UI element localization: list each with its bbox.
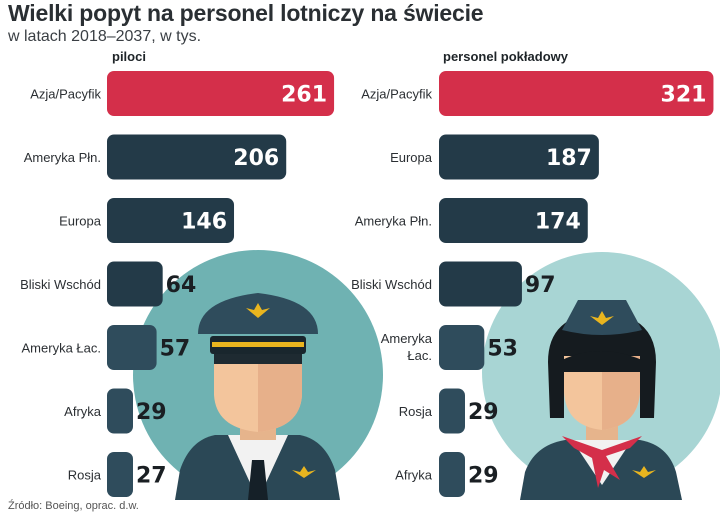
pilots-value-label-5: 29 [136, 400, 167, 425]
attendant-wing-badge-icon [632, 466, 656, 478]
cabin-crew-value-label-3: 97 [525, 273, 556, 298]
pilots-category-label-2: Europa [59, 214, 102, 229]
cabin-crew-value-label-0: 321 [661, 83, 707, 108]
pilots-value-label-6: 27 [136, 464, 167, 489]
attendant-scarf [562, 436, 642, 488]
pilots-category-label-6: Rosja [68, 468, 102, 483]
pilots-bar-2 [107, 198, 235, 243]
cabin-crew-category-label-3: Bliski Wschód [351, 277, 432, 292]
pilots-bar-6 [107, 452, 133, 497]
cabin-crew-category-label-0: Azja/Pacyfik [361, 87, 432, 102]
cabin-crew-bar-0 [439, 71, 714, 116]
attendant-face-shadow [602, 356, 640, 430]
pilots-value-label-0: 261 [281, 83, 327, 108]
pilots-bar-0 [107, 71, 335, 116]
pilots-value-label-1: 206 [233, 146, 279, 171]
pilots-bar-1 [107, 134, 287, 180]
pilots-category-label-3: Bliski Wschód [20, 277, 101, 292]
chart-subtitle: w latach 2018–2037, w tys. [8, 28, 202, 45]
pilots-category-label-1: Ameryka Płn. [24, 150, 101, 165]
cabin-crew-category-label-1: Europa [390, 150, 433, 165]
pilots-bar-4 [107, 325, 157, 370]
pilot-cap-emblem-icon [246, 303, 270, 318]
cabin-crew-value-label-1: 187 [546, 146, 592, 171]
pilot-cap-stripe [212, 342, 304, 347]
cabin-crew-value-label-6: 29 [468, 464, 499, 489]
attendant-illustration [520, 300, 682, 500]
cabin-crew-value-label-2: 174 [535, 210, 581, 235]
cabin-crew-bar-3 [439, 261, 522, 307]
pilots-bar-3 [107, 261, 163, 307]
cabin-crew-panel-title: personel pokładowy [443, 49, 569, 64]
attendant-hat-emblem-icon [590, 311, 614, 325]
pilots-category-label-5: Afryka [64, 404, 102, 419]
pilots-category-label-4: Ameryka Łac. [22, 341, 101, 356]
cabin-crew-bar-2 [439, 198, 588, 243]
bar-series: Azja/Pacyfik 261 Ameryka Płn. 206 Europa 146 B… [20, 71, 714, 497]
pilots-value-label-4: 57 [160, 337, 191, 362]
pilot-tie [248, 460, 268, 500]
pilots-category-label-0: Azja/Pacyfik [30, 87, 101, 102]
cabin-crew-bar-5 [439, 388, 465, 434]
source-note: Źródło: Boeing, oprac. d.w. [8, 500, 139, 512]
pilot-wing-badge-icon [292, 466, 316, 478]
cabin-crew-value-label-5: 29 [468, 400, 499, 425]
cabin-crew-bar-6 [439, 452, 465, 497]
pilots-value-label-2: 146 [181, 210, 227, 235]
pilots-panel-title: piloci [112, 49, 146, 64]
pilots-value-label-3: 64 [166, 273, 197, 298]
cabin-crew-category-label-4: Ameryka Łac. [381, 331, 433, 363]
attendant-bangs [562, 351, 642, 372]
cabin-crew-value-label-4: 53 [487, 337, 518, 362]
cabin-crew-bar-1 [439, 134, 599, 180]
pilot-illustration [175, 293, 340, 500]
pilot-face-shadow [258, 352, 302, 432]
cabin-crew-category-label-2: Ameryka Płn. [355, 214, 432, 229]
chart-title: Wielki popyt na personel lotniczy na świ… [8, 0, 484, 26]
cabin-crew-bar-4 [439, 325, 485, 370]
pilots-bar-5 [107, 388, 133, 434]
cabin-crew-category-label-5: Rosja [399, 404, 433, 419]
cabin-crew-category-label-6: Afryka [395, 468, 433, 483]
